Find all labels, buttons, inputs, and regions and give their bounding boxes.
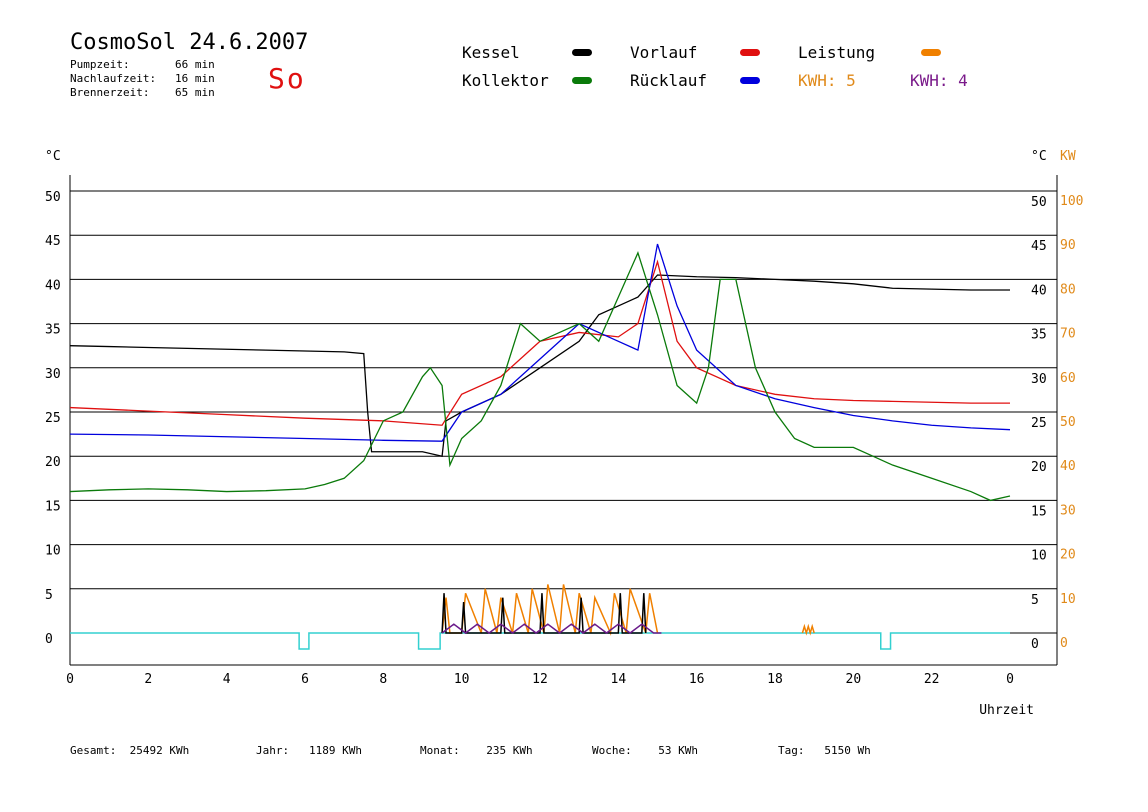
stat-value: 65 min <box>175 86 215 99</box>
stat-value: 16 min <box>175 72 215 85</box>
y2-axis-unit: KW <box>1060 149 1076 164</box>
legend-ruecklauf-swatch <box>740 77 760 84</box>
legend-vorlauf-swatch <box>740 49 760 56</box>
y2-tick-label: 40 <box>1060 459 1076 474</box>
y-right-tick-label: 15 <box>1031 504 1047 519</box>
legend-kwh-kessel: KWH: 4 <box>910 71 968 90</box>
y2-tick-label: 70 <box>1060 327 1076 342</box>
stat-pumpzeit: Pumpzeit: 66 min <box>70 58 215 71</box>
y-tick-label: 30 <box>45 367 61 382</box>
y-tick-label: 45 <box>45 234 61 249</box>
y2-tick-label: 90 <box>1060 238 1076 253</box>
series-line <box>441 584 659 636</box>
x-tick-label: 16 <box>689 672 705 687</box>
stat-brennerzeit: Brennerzeit: 65 min <box>70 86 215 99</box>
y-right-tick-label: 50 <box>1031 195 1047 210</box>
y-right-tick-label: 40 <box>1031 283 1047 298</box>
footer-monat: Monat: 235 KWh <box>420 744 533 757</box>
y-right-tick-label: 20 <box>1031 460 1047 475</box>
series-line <box>69 259 1010 426</box>
x-tick-label: 12 <box>532 672 548 687</box>
footer-value: 53 KWh <box>658 744 698 757</box>
y-tick-label: 40 <box>45 278 61 293</box>
y2-tick-label: 80 <box>1060 282 1076 297</box>
legend-vorlauf: Vorlauf <box>630 43 698 62</box>
footer-label: Tag: <box>778 744 805 757</box>
series-line <box>69 251 1011 502</box>
x-axis-label: Uhrzeit <box>979 703 1034 718</box>
footer-value: 5150 Wh <box>824 744 871 757</box>
y2-tick-label: 10 <box>1060 592 1076 607</box>
legend-ruecklauf: Rücklauf <box>630 71 708 90</box>
y2-tick-label: 20 <box>1060 548 1076 563</box>
x-tick-label: 20 <box>846 672 862 687</box>
stat-nachlaufzeit: Nachlaufzeit: 16 min <box>70 72 215 85</box>
y2-tick-label: 30 <box>1060 503 1076 518</box>
y-tick-label: 35 <box>45 323 61 338</box>
footer-gesamt: Gesamt: 25492 KWh <box>70 744 189 757</box>
y-right-tick-label: 5 <box>1031 593 1039 608</box>
footer-value: 1189 KWh <box>309 744 362 757</box>
chart-title: CosmoSol 24.6.2007 <box>70 30 309 55</box>
footer-label: Jahr: <box>256 744 290 757</box>
series-line <box>69 243 1011 442</box>
y-tick-label: 25 <box>45 411 61 426</box>
footer-label: Woche: <box>592 744 632 757</box>
footer-tag: Tag: 5150 Wh <box>778 744 871 757</box>
series-line <box>441 593 647 634</box>
x-tick-label: 4 <box>223 672 231 687</box>
weekday-label: So <box>268 62 306 95</box>
series-line <box>441 623 662 634</box>
y-tick-label: 5 <box>45 588 53 603</box>
x-tick-label: 0 <box>66 672 74 687</box>
y-axis-unit-right: °C <box>1031 149 1047 164</box>
x-tick-label: 22 <box>924 672 940 687</box>
x-tick-label: 10 <box>454 672 470 687</box>
stat-label: Nachlaufzeit: <box>70 72 157 85</box>
legend-kessel: Kessel <box>462 43 520 62</box>
footer-woche: Woche: 53 KWh <box>592 744 698 757</box>
y-tick-label: 50 <box>45 190 61 205</box>
y-right-tick-label: 45 <box>1031 239 1047 254</box>
footer-jahr: Jahr: 1189 KWh <box>256 744 362 757</box>
y-right-tick-label: 0 <box>1031 637 1039 652</box>
y-right-tick-label: 10 <box>1031 549 1047 564</box>
y2-tick-label: 50 <box>1060 415 1076 430</box>
x-tick-label: 18 <box>767 672 783 687</box>
legend-leistung-swatch <box>921 49 941 56</box>
legend-kwh-solar: KWH: 5 <box>798 71 856 90</box>
y-right-tick-label: 25 <box>1031 416 1047 431</box>
x-tick-label: 6 <box>301 672 309 687</box>
y-right-tick-label: 30 <box>1031 372 1047 387</box>
y-axis-unit-left: °C <box>45 149 61 164</box>
footer-label: Monat: <box>420 744 460 757</box>
legend-kollektor-swatch <box>572 77 592 84</box>
y-right-tick-label: 35 <box>1031 328 1047 343</box>
x-tick-label: 8 <box>379 672 387 687</box>
stat-label: Brennerzeit: <box>70 86 150 99</box>
x-tick-label: 2 <box>144 672 152 687</box>
status-line <box>70 632 1010 650</box>
y-tick-label: 15 <box>45 499 61 514</box>
legend-leistung: Leistung <box>798 43 876 62</box>
stat-value: 66 min <box>175 58 215 71</box>
legend-kollektor: Kollektor <box>462 71 549 90</box>
footer-label: Gesamt: <box>70 744 117 757</box>
legend-kessel-swatch <box>572 49 592 56</box>
y-tick-label: 0 <box>45 632 53 647</box>
y-tick-label: 20 <box>45 455 61 470</box>
x-tick-label: 0 <box>1006 672 1014 687</box>
y2-tick-label: 0 <box>1060 636 1068 651</box>
y-tick-label: 10 <box>45 544 61 559</box>
footer-value: 25492 KWh <box>129 744 190 757</box>
series-line <box>801 623 815 636</box>
x-tick-label: 14 <box>611 672 627 687</box>
stat-label: Pumpzeit: <box>70 58 130 71</box>
series-line <box>69 274 1010 457</box>
y2-tick-label: 100 <box>1060 194 1083 209</box>
footer-value: 235 KWh <box>486 744 533 757</box>
y2-tick-label: 60 <box>1060 371 1076 386</box>
